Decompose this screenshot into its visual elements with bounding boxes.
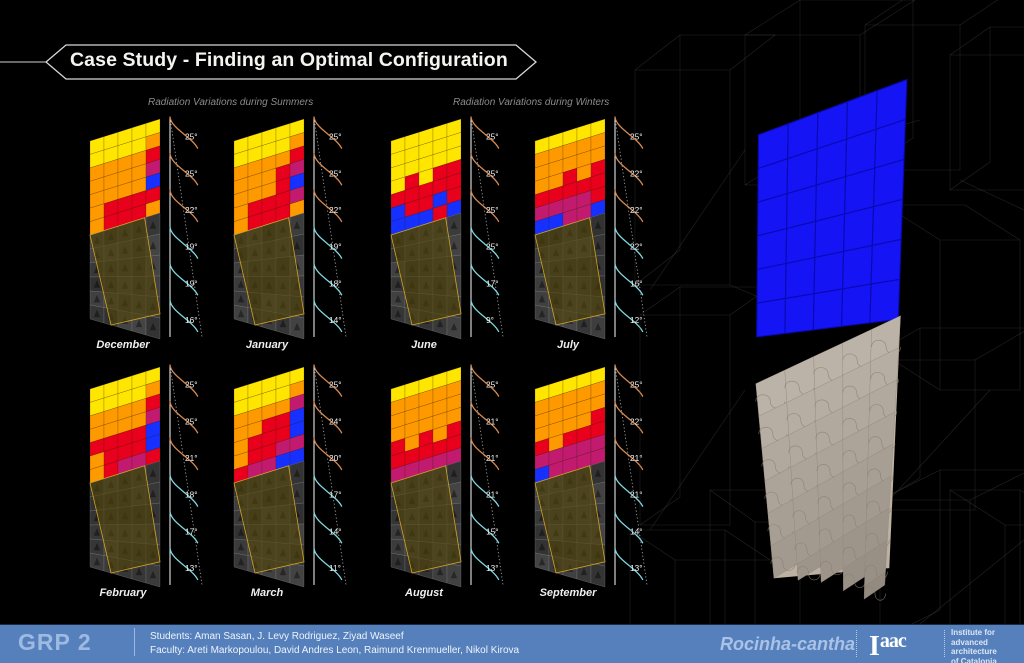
svg-text:25°: 25° [486, 380, 499, 390]
svg-text:21°: 21° [486, 416, 499, 426]
svg-text:25°: 25° [486, 205, 499, 215]
svg-text:22°: 22° [630, 242, 643, 252]
svg-text:15°: 15° [486, 526, 499, 536]
svg-text:25°: 25° [329, 380, 342, 390]
svg-text:25°: 25° [185, 132, 198, 142]
svg-text:25°: 25° [185, 416, 198, 426]
svg-text:21°: 21° [630, 453, 643, 463]
svg-text:9°: 9° [486, 315, 494, 325]
svg-text:22°: 22° [630, 205, 643, 215]
svg-text:21°: 21° [185, 453, 198, 463]
svg-text:22°: 22° [185, 205, 198, 215]
svg-text:16°: 16° [630, 278, 643, 288]
svg-text:19°: 19° [185, 278, 198, 288]
svg-text:13°: 13° [486, 563, 499, 573]
svg-text:21°: 21° [630, 490, 643, 500]
svg-text:25°: 25° [329, 168, 342, 178]
svg-text:18°: 18° [185, 490, 198, 500]
svg-text:18°: 18° [329, 278, 342, 288]
svg-text:24°: 24° [329, 416, 342, 426]
svg-text:14°: 14° [329, 315, 342, 325]
svg-text:25°: 25° [486, 242, 499, 252]
svg-text:21°: 21° [486, 453, 499, 463]
svg-text:13°: 13° [630, 563, 643, 573]
svg-text:13°: 13° [185, 563, 198, 573]
svg-text:16°: 16° [185, 315, 198, 325]
svg-text:17°: 17° [185, 526, 198, 536]
svg-text:25°: 25° [185, 168, 198, 178]
svg-text:14°: 14° [329, 526, 342, 536]
svg-text:19°: 19° [329, 242, 342, 252]
svg-text:20°: 20° [329, 453, 342, 463]
svg-text:22°: 22° [630, 168, 643, 178]
svg-text:21°: 21° [486, 490, 499, 500]
svg-text:22°: 22° [329, 205, 342, 215]
svg-text:25°: 25° [486, 132, 499, 142]
svg-text:25°: 25° [630, 380, 643, 390]
svg-text:11°: 11° [329, 563, 341, 573]
svg-text:19°: 19° [185, 242, 198, 252]
svg-text:17°: 17° [329, 490, 342, 500]
svg-text:25°: 25° [185, 380, 198, 390]
svg-text:22°: 22° [630, 416, 643, 426]
svg-text:25°: 25° [329, 132, 342, 142]
svg-text:12°: 12° [630, 315, 643, 325]
svg-text:25°: 25° [486, 168, 499, 178]
svg-text:17°: 17° [486, 278, 499, 288]
svg-text:25°: 25° [630, 132, 643, 142]
